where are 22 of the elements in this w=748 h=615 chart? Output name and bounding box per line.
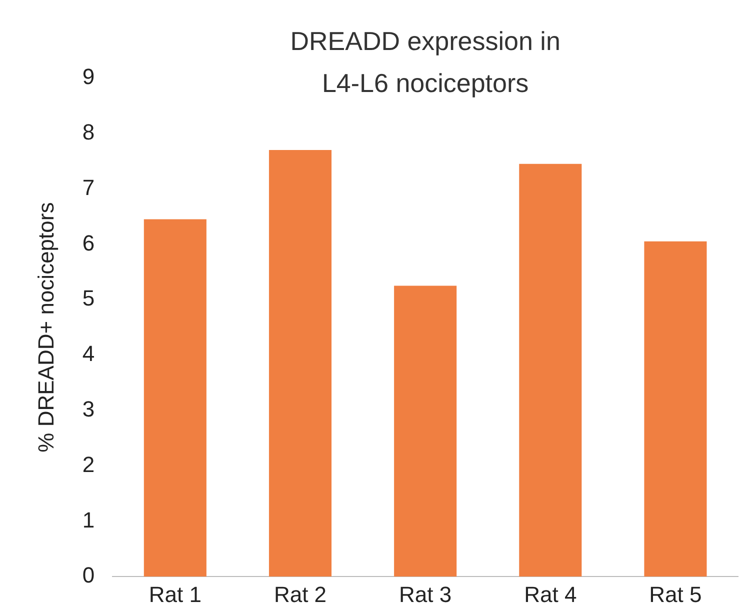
y-tick-label: 7 — [82, 174, 95, 200]
bar — [519, 164, 582, 577]
bar — [394, 286, 457, 577]
y-tick-label: 5 — [82, 286, 95, 311]
y-tick-label: 2 — [82, 452, 95, 477]
bar — [144, 219, 206, 577]
y-tick-label: 8 — [82, 119, 95, 144]
y-tick-label: 3 — [82, 396, 95, 422]
y-tick-label: 1 — [82, 507, 95, 532]
x-tick-label: Rat 1 — [148, 582, 202, 607]
chart-title: DREADD expression in L4-L6 nociceptors — [290, 26, 560, 98]
y-tick-label: 6 — [82, 230, 95, 256]
x-tick-label: Rat 4 — [524, 582, 577, 607]
bar — [644, 241, 707, 577]
x-tick-label: Rat 2 — [274, 582, 327, 607]
y-tick-label: 0 — [82, 562, 95, 588]
bar — [268, 150, 332, 577]
x-tick-label: Rat 3 — [399, 582, 452, 607]
y-tick-label: 9 — [82, 64, 95, 90]
x-tick-label: Rat 5 — [649, 582, 702, 607]
y-tick-label: 4 — [82, 341, 95, 366]
y-axis-title: % DREADD+ nociceptors — [33, 202, 58, 452]
